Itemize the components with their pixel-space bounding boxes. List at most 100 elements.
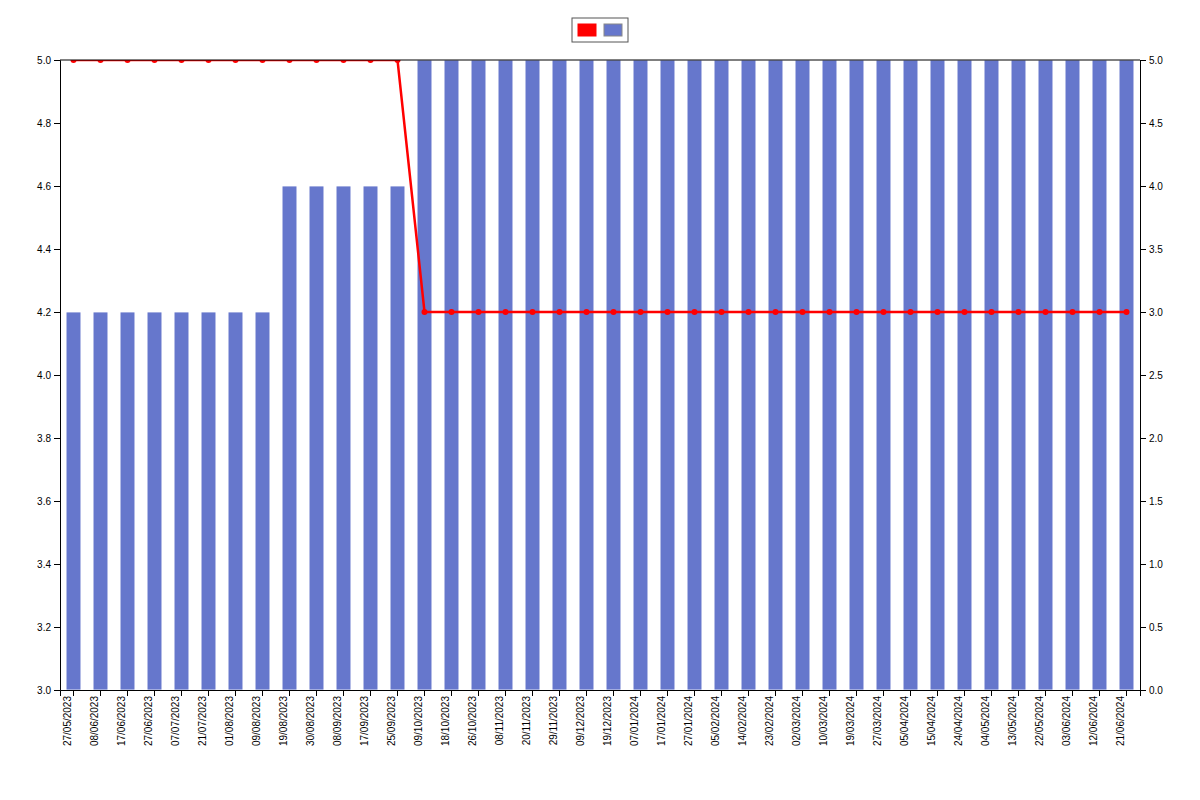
- tick-label: 24/04/2024: [953, 696, 964, 746]
- legend-frame: [572, 18, 628, 42]
- tick-label: 4.4: [37, 244, 51, 255]
- bar: [1119, 60, 1134, 690]
- tick: 22/05/2024: [1034, 690, 1046, 746]
- tick: 05/02/2024: [710, 690, 722, 746]
- marker: [503, 309, 509, 315]
- tick-label: 02/03/2024: [791, 696, 802, 746]
- tick: 17/06/2023: [116, 690, 128, 746]
- tick: 13/05/2024: [1007, 690, 1019, 746]
- tick-label: 1.5: [1149, 496, 1163, 507]
- marker: [584, 309, 590, 315]
- bar: [255, 312, 270, 690]
- tick-mark: [964, 690, 965, 696]
- marker: [638, 309, 644, 315]
- tick-mark: [1072, 690, 1073, 696]
- plot: 3.03.23.43.63.84.04.24.44.64.85.00.00.51…: [37, 55, 1163, 746]
- tick-label: 3.0: [37, 685, 51, 696]
- tick-label: 15/04/2024: [926, 696, 937, 746]
- tick-label: 05/04/2024: [899, 696, 910, 746]
- bar: [417, 60, 432, 690]
- tick: 15/04/2024: [926, 690, 938, 746]
- axis-line: [61, 691, 1141, 697]
- tick-label: 04/05/2024: [980, 696, 991, 746]
- tick-label: 07/07/2023: [170, 696, 181, 746]
- y2-axis: 0.00.51.01.52.02.53.03.54.04.55.0: [1140, 55, 1163, 696]
- bar: [714, 60, 729, 690]
- tick: 2.0: [1140, 433, 1163, 444]
- tick-label: 4.0: [1149, 181, 1163, 192]
- tick: 2.5: [1140, 370, 1163, 381]
- bar: [903, 60, 918, 690]
- marker: [611, 309, 617, 315]
- tick-label: 14/02/2024: [737, 696, 748, 746]
- tick: 21/06/2024: [1115, 690, 1127, 746]
- tick-mark: [1126, 690, 1127, 696]
- tick: 4.4: [37, 244, 60, 255]
- tick-mark: [397, 690, 398, 696]
- tick-label: 09/10/2023: [413, 696, 424, 746]
- marks: [66, 60, 1134, 690]
- line: [74, 60, 1127, 312]
- tick: 3.6: [37, 496, 60, 507]
- tick-label: 1.0: [1149, 559, 1163, 570]
- tick-label: 10/03/2024: [818, 696, 829, 746]
- tick: 3.2: [37, 622, 60, 633]
- tick-label: 17/09/2023: [359, 696, 370, 746]
- marker: [476, 309, 482, 315]
- tick-label: 5.0: [1149, 55, 1163, 66]
- tick: 3.4: [37, 559, 60, 570]
- tick-mark: [127, 690, 128, 696]
- tick-mark: [1140, 564, 1146, 565]
- tick: 08/09/2023: [332, 690, 344, 746]
- marker: [449, 309, 455, 315]
- tick-label: 27/05/2023: [62, 696, 73, 746]
- bar: [390, 186, 405, 690]
- tick-mark: [883, 690, 884, 696]
- tick-mark: [181, 690, 182, 696]
- tick-label: 13/05/2024: [1007, 696, 1018, 746]
- tick: 09/10/2023: [413, 690, 425, 746]
- tick-mark: [73, 690, 74, 696]
- bar: [579, 60, 594, 690]
- tick-label: 29/11/2023: [548, 696, 559, 746]
- tick-mark: [694, 690, 695, 696]
- tick-label: 26/10/2023: [467, 696, 478, 746]
- tick-mark: [937, 690, 938, 696]
- tick: 12/06/2024: [1088, 690, 1100, 746]
- marker: [989, 309, 995, 315]
- tick-mark: [829, 690, 830, 696]
- y-axis: 3.03.23.43.63.84.04.24.44.64.85.0: [37, 55, 60, 696]
- bar: [741, 60, 756, 690]
- tick-label: 08/06/2023: [89, 696, 100, 746]
- marker: [1070, 309, 1076, 315]
- tick: 1.5: [1140, 496, 1163, 507]
- marker: [557, 309, 563, 315]
- tick: 04/05/2024: [980, 690, 992, 746]
- tick-label: 4.6: [37, 181, 51, 192]
- tick-mark: [1140, 249, 1146, 250]
- bar: [363, 186, 378, 690]
- tick: 3.5: [1140, 244, 1163, 255]
- bar: [174, 312, 189, 690]
- tick: 08/06/2023: [89, 690, 101, 746]
- marker: [773, 309, 779, 315]
- tick-label: 0.5: [1149, 622, 1163, 633]
- tick: 07/07/2023: [170, 690, 182, 746]
- tick-mark: [1140, 123, 1146, 124]
- tick-label: 19/12/2023: [602, 696, 613, 746]
- bar: [66, 312, 81, 690]
- tick: 19/08/2023: [278, 690, 290, 746]
- tick-label: 22/05/2024: [1034, 696, 1045, 746]
- bar: [822, 60, 837, 690]
- marker: [1097, 309, 1103, 315]
- tick-mark: [586, 690, 587, 696]
- marker: [1043, 309, 1049, 315]
- tick-mark: [424, 690, 425, 696]
- bar: [552, 60, 567, 690]
- marker: [908, 309, 914, 315]
- tick: 17/01/2024: [656, 690, 668, 746]
- tick-mark: [667, 690, 668, 696]
- tick-label: 12/06/2024: [1088, 696, 1099, 746]
- tick-mark: [100, 690, 101, 696]
- bar: [687, 60, 702, 690]
